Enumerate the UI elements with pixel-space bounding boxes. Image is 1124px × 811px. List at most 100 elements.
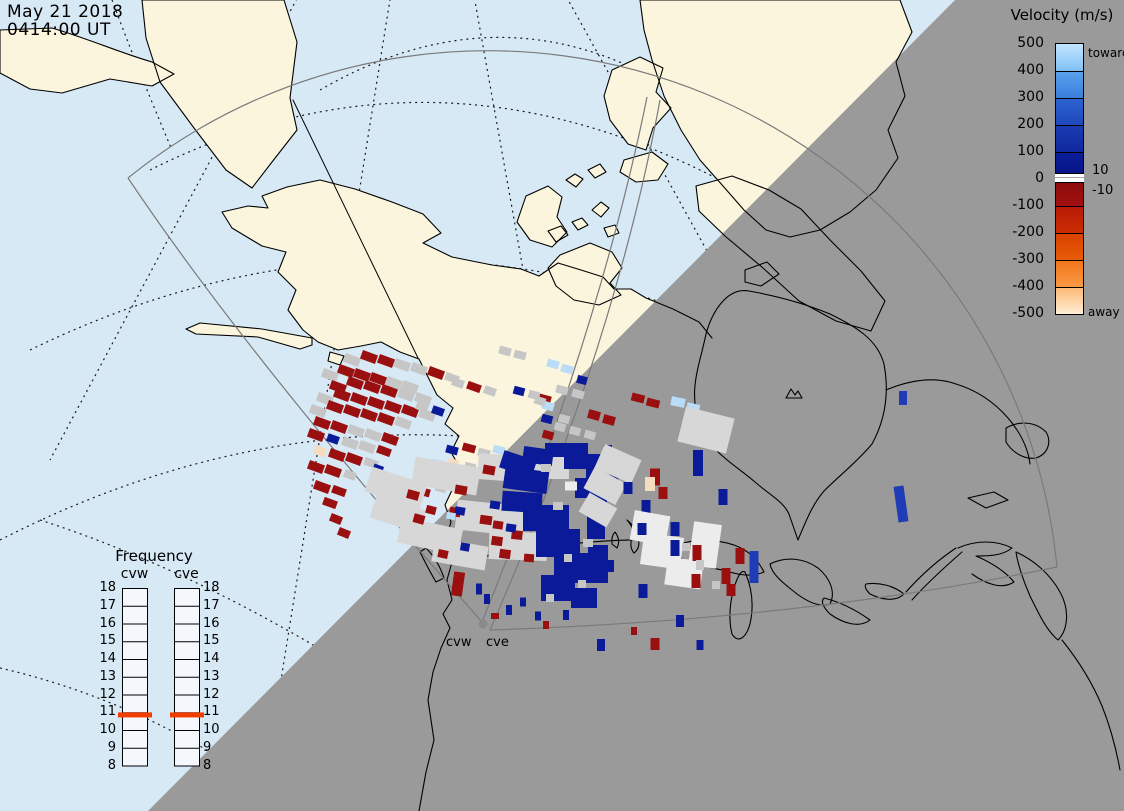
velocity-cell (476, 584, 482, 595)
velocity-cell (571, 588, 597, 608)
away-label: away (1088, 305, 1120, 319)
frequency-scale-value: 8 (203, 758, 233, 773)
velocity-cell (676, 615, 684, 627)
velocity-cell (692, 574, 701, 588)
frequency-scale-value: 9 (203, 740, 233, 755)
frequency-scale-value: 15 (86, 633, 116, 648)
frequency-scale-value: 11 (203, 704, 233, 719)
frequency-scale-value: 16 (203, 616, 233, 631)
velocity-cell (682, 543, 690, 551)
colorbar-block (1056, 260, 1083, 287)
frequency-scale-value: 14 (86, 651, 116, 666)
velocity-cell (624, 482, 633, 494)
velocity-cell (484, 594, 490, 604)
radar-label-cvw: cvw (446, 635, 471, 650)
velocity-cell (696, 560, 704, 570)
radar-label-cve: cve (486, 635, 509, 650)
velocity-cell (588, 545, 608, 583)
colorbar-zero-band (1055, 173, 1084, 183)
frequency-scale-value: 18 (86, 580, 116, 595)
colorbar-tick-label: 400 (996, 62, 1044, 78)
colorbar-block (1056, 287, 1083, 314)
velocity-cell (597, 639, 605, 651)
velocity-cell (492, 520, 503, 529)
frequency-scale-value: 10 (203, 722, 233, 737)
velocity-cell (750, 551, 759, 583)
velocity-cell (454, 506, 465, 516)
frequency-marker (118, 712, 152, 717)
colorbar-tick-label: -300 (996, 251, 1044, 267)
colorbar-tick-label: 300 (996, 89, 1044, 105)
velocity-cell (606, 560, 614, 572)
frequency-scale-value: 17 (86, 598, 116, 613)
velocity-cell (899, 391, 907, 405)
colorbar-tick-label: 100 (996, 143, 1044, 159)
colorbar-tick-label: 0 (996, 170, 1044, 186)
velocity-cell (489, 500, 500, 509)
frequency-scale-value: 14 (203, 651, 233, 666)
velocity-cell (736, 548, 745, 564)
velocity-cell (506, 605, 512, 615)
velocity-cell (631, 627, 637, 635)
frequency-col-cvw: cvw (112, 566, 157, 582)
velocity-cell (499, 549, 511, 559)
frequency-scale-value: 12 (203, 687, 233, 702)
velocity-cell (583, 539, 593, 547)
velocity-cell (564, 443, 588, 469)
zero-upper-label: 10 (1092, 163, 1109, 178)
velocity-cell (460, 542, 470, 551)
velocity-cell (479, 515, 492, 526)
colorbar-tick-label: -500 (996, 305, 1044, 321)
colorbar-tick-label: 500 (996, 35, 1044, 51)
toward-label: toward (1088, 46, 1124, 60)
velocity-cell (651, 638, 660, 650)
frequency-scale-value: 11 (86, 704, 116, 719)
frequency-scale-value: 12 (86, 687, 116, 702)
radar-site-dot (479, 620, 488, 629)
frequency-scale-value: 15 (203, 633, 233, 648)
velocity-cell (722, 568, 731, 584)
velocity-cell (639, 584, 648, 598)
time-label: 0414:00 UT (7, 20, 111, 40)
velocity-cell (578, 580, 586, 588)
velocity-cell (697, 640, 704, 650)
superdarn-velocity-map: May 21 2018 0414:00 UT Velocity (m/s) to… (0, 0, 1124, 811)
colorbar-title: Velocity (m/s) (1000, 6, 1124, 24)
colorbar-block (1056, 179, 1083, 206)
colorbar-tick-label: -100 (996, 197, 1044, 213)
map-canvas (0, 0, 1124, 811)
velocity-cell (535, 612, 541, 621)
velocity-cell (553, 502, 563, 510)
velocity-cell (563, 610, 569, 620)
velocity-cell (546, 594, 554, 602)
colorbar-block (1056, 125, 1083, 152)
velocity-cell (693, 545, 702, 561)
velocity-cell (659, 487, 668, 499)
velocity-cell (671, 522, 680, 536)
velocity-cell (491, 613, 499, 619)
colorbar-tick-label: -400 (996, 278, 1044, 294)
velocity-cell (712, 581, 720, 589)
colorbar-block (1056, 44, 1083, 71)
velocity-cell (505, 523, 516, 532)
frequency-scale-value: 16 (86, 616, 116, 631)
velocity-cell (520, 598, 526, 607)
velocity-cell (524, 554, 535, 563)
velocity-cell (719, 489, 728, 505)
velocity-cell (564, 554, 572, 562)
colorbar-block (1056, 71, 1083, 98)
velocity-cell (693, 450, 703, 476)
frequency-panel-title: Frequency (92, 547, 216, 565)
frequency-scale-value: 8 (86, 758, 116, 773)
colorbar-tick-label: -200 (996, 224, 1044, 240)
velocity-cell (565, 482, 577, 491)
velocity-colorbar (1055, 43, 1084, 315)
frequency-scale-value: 13 (203, 669, 233, 684)
zero-lower-label: -10 (1092, 183, 1113, 198)
colorbar-tick-label: 200 (996, 116, 1044, 132)
frequency-marker (170, 712, 204, 717)
frequency-scale-value: 18 (203, 580, 233, 595)
velocity-cell (645, 477, 655, 491)
colorbar-block (1056, 206, 1083, 233)
velocity-cell (671, 540, 680, 556)
